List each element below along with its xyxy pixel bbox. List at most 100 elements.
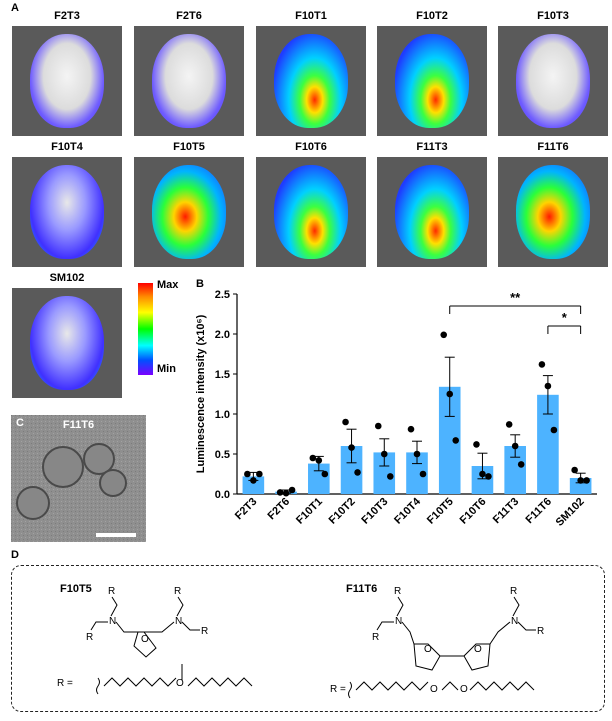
- y-tick-label: 1.0: [215, 409, 230, 421]
- atom-label: R: [174, 586, 181, 597]
- data-point: [505, 421, 513, 428]
- atom-label: R: [86, 632, 93, 643]
- tile-label: F10T4: [51, 141, 83, 153]
- data-point: [276, 489, 284, 496]
- data-point: [282, 489, 290, 497]
- x-tick-label: SM102: [554, 496, 587, 529]
- brain-image-tile: [12, 26, 122, 136]
- tile-label: F11T3: [416, 141, 448, 153]
- data-point: [517, 461, 525, 468]
- atom-label: O: [176, 678, 184, 689]
- data-point: [413, 450, 421, 458]
- colorbar-min-label: Min: [157, 363, 176, 375]
- x-tick-label: F11T6: [523, 496, 554, 527]
- atom-label: R: [537, 626, 544, 637]
- x-tick-label: F11T3: [491, 496, 522, 527]
- data-point: [380, 450, 388, 458]
- brain-luminescence: [30, 34, 104, 128]
- brain-image-tile: [134, 157, 244, 267]
- brain-luminescence: [274, 165, 348, 259]
- x-tick-label: F10T4: [392, 495, 424, 527]
- atom-label: R: [372, 632, 379, 643]
- compound-name-f10t5: F10T5: [60, 583, 92, 595]
- y-axis-label: Luminescence intensity (x10⁶): [195, 314, 207, 473]
- data-point: [288, 486, 296, 494]
- tile-label: F2T3: [54, 10, 80, 22]
- brain-luminescence: [30, 165, 104, 259]
- x-tick-label: F10T1: [294, 496, 325, 527]
- bar: [242, 476, 265, 494]
- data-point: [440, 331, 448, 339]
- atom-label: O: [430, 684, 438, 695]
- atom-label: N: [511, 616, 518, 627]
- data-point: [348, 444, 355, 451]
- data-point: [419, 470, 427, 478]
- data-point: [374, 422, 382, 430]
- brain-image-tile: [256, 26, 366, 136]
- data-point: [550, 426, 558, 434]
- atom-label: R: [510, 586, 517, 597]
- tile-label: F10T3: [537, 10, 569, 22]
- data-point: [250, 477, 257, 484]
- y-tick-label: 0.0: [215, 489, 230, 501]
- atom-label: O: [474, 644, 482, 655]
- x-tick-label: F10T5: [425, 496, 456, 527]
- brain-luminescence: [516, 34, 590, 128]
- y-tick-label: 0.5: [215, 449, 230, 461]
- lnp-particle: [99, 469, 127, 497]
- data-point: [386, 473, 394, 480]
- brain-luminescence: [152, 34, 226, 128]
- bar: [537, 394, 559, 494]
- atom-label: N: [109, 616, 116, 627]
- atom-label: O: [141, 634, 149, 645]
- data-point: [473, 441, 480, 448]
- scale-bar: [96, 533, 136, 537]
- brain-luminescence: [395, 34, 469, 128]
- tem-particles: [11, 415, 146, 542]
- brain-image-tile: [498, 26, 608, 136]
- tile-label: F10T6: [295, 141, 327, 153]
- bar: [471, 466, 494, 494]
- tile-label: F2T6: [176, 10, 202, 22]
- data-point: [309, 454, 317, 462]
- data-point: [446, 390, 454, 398]
- x-tick-label: F2T6: [266, 496, 293, 523]
- colorbar: [138, 283, 153, 375]
- bar: [340, 446, 363, 494]
- atom-label: N: [175, 616, 182, 627]
- y-tick-label: 2.0: [215, 329, 230, 341]
- brain-luminescence: [395, 165, 469, 259]
- data-point: [342, 418, 349, 426]
- significance-label: **: [510, 290, 521, 305]
- structure-box: [11, 565, 605, 712]
- x-tick-label: F10T6: [458, 496, 489, 527]
- data-point: [479, 470, 486, 478]
- tem-image: F11T6: [11, 415, 146, 542]
- chemical-structures: R R N R N R O R = O R R N R N R O O R = …: [57, 586, 544, 699]
- panel-label-b: B: [196, 278, 204, 290]
- brain-luminescence: [30, 296, 104, 390]
- tem-label: F11T6: [62, 419, 95, 431]
- luminescence-bar-chart: 0.0 0.5 1.0 1.5 2.0 2.5 Luminescence intensity…: [195, 289, 597, 529]
- atom-label: R: [108, 586, 115, 597]
- atom-label: O: [460, 684, 468, 695]
- tile-label: F10T2: [416, 10, 448, 22]
- atom-label: R: [394, 586, 401, 597]
- data-point: [577, 477, 584, 484]
- panel-label-a: A: [11, 2, 19, 14]
- x-tick-label: F10T2: [327, 496, 358, 527]
- atom-label: O: [424, 644, 432, 655]
- data-point: [583, 477, 590, 484]
- f11t6-structure: [348, 596, 536, 699]
- y-tick-label: 1.5: [215, 369, 230, 381]
- tile-label: SM102: [49, 272, 85, 284]
- panel-label-c: C: [16, 417, 24, 429]
- r-group-label: R =: [57, 678, 73, 689]
- data-point: [315, 457, 323, 464]
- r-group-label: R =: [330, 684, 346, 695]
- atom-label: N: [395, 616, 402, 627]
- f10t5-structure: [90, 596, 253, 695]
- brain-image-tile: [377, 157, 487, 267]
- lnp-particle: [42, 446, 84, 488]
- data-point: [452, 437, 460, 444]
